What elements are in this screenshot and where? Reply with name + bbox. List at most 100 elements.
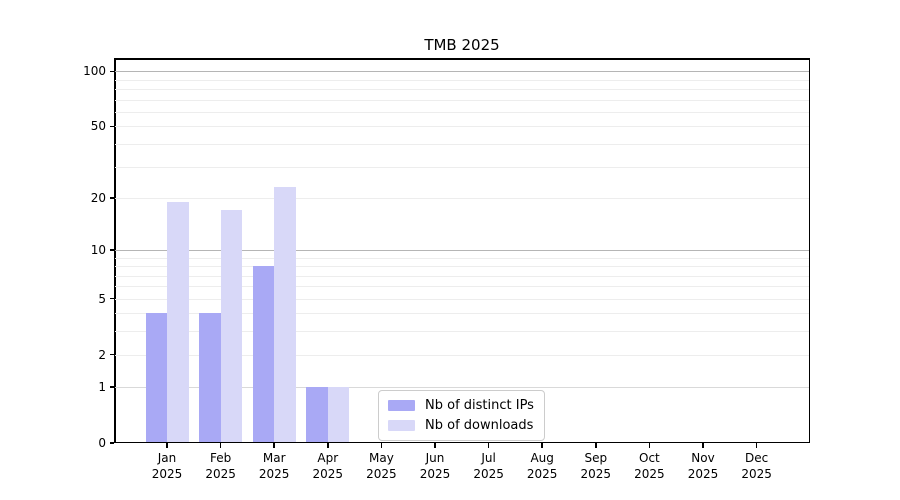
x-tick-month: Aug [530,451,554,465]
x-tick-mark [755,443,758,448]
x-tick-label: Aug 2025 [513,450,571,482]
x-tick-month: Sep [584,451,608,465]
bar-distinct-ips [145,313,167,442]
bar-downloads [274,187,296,442]
plot-border-top [114,58,810,60]
y-tick-label: 100 [83,64,106,79]
gridline-minor [115,266,809,268]
legend-swatch-downloads [388,420,415,431]
x-tick-year: 2025 [526,467,558,481]
y-tick-label: 5 [98,291,106,306]
bar-downloads [327,387,350,442]
gridline-minor [115,99,809,101]
x-tick-year: 2025 [741,467,772,481]
y-tick-label: 0 [98,436,106,450]
gridline-minor [115,354,809,356]
gridline-minor [115,166,809,168]
y-tick-mark [110,386,114,388]
y-tick-mark [110,442,114,444]
x-tick-year: 2025 [634,467,665,481]
legend-label: Nb of downloads [425,418,534,433]
x-tick-mark [434,443,436,448]
y-tick-mark [110,197,114,199]
x-tick-label: Dec 2025 [728,450,786,482]
chart-title: TMB 2025 [424,36,500,54]
x-tick-month: Jan [157,451,177,465]
x-tick-month: Dec [744,451,769,465]
x-tick-mark [219,443,222,448]
legend-label: Nb of distinct IPs [425,398,534,413]
bar-distinct-ips [306,387,328,442]
x-tick-label: Jul 2025 [460,450,518,482]
legend: Nb of distinct IPs Nb of downloads [378,390,545,441]
bar-downloads [220,210,243,442]
x-tick-year: 2025 [151,467,183,481]
gridline-minor [115,313,809,315]
x-tick-month: Mar [262,451,286,465]
y-tick-mark [110,125,114,128]
x-tick-mark [541,443,543,448]
y-axis-line [114,58,116,443]
x-tick-month: Oct [639,451,660,465]
x-tick-year: 2025 [687,467,719,481]
gridline-minor [115,387,809,389]
x-tick-mark [595,443,597,448]
gridline-minor [115,257,809,259]
bar-distinct-ips [252,266,275,442]
x-tick-label: Oct 2025 [620,450,678,482]
x-tick-year: 2025 [580,467,612,481]
x-tick-mark [273,443,275,448]
x-tick-month: Jun [425,451,445,465]
y-tick-label: 1 [98,380,106,395]
x-tick-year: 2025 [473,467,504,481]
x-tick-label: Jan 2025 [138,450,196,482]
y-tick-label: 10 [90,242,106,257]
bar-downloads [167,201,189,442]
plot-border-right [808,58,810,443]
gridline-major [115,249,809,251]
gridline-major [115,71,809,73]
y-tick-mark [110,353,114,356]
legend-swatch-distinct-ips [388,400,415,411]
gridline-minor [115,111,809,113]
x-tick-label: Feb 2025 [192,450,250,482]
x-tick-year: 2025 [205,467,236,481]
x-tick-label: Apr 2025 [299,450,357,482]
x-tick-mark [648,443,651,448]
gridline-minor [115,197,809,199]
x-tick-mark [702,443,704,448]
gridline-minor [115,79,809,81]
x-tick-month: Apr [317,451,339,465]
y-tick-mark [110,297,114,300]
x-tick-year: 2025 [419,467,451,481]
plot-area [114,58,810,443]
legend-item: Nb of downloads [388,418,534,433]
gridline-minor [115,286,809,288]
legend-item: Nb of distinct IPs [388,398,534,413]
y-tick-mark [110,70,114,73]
bar-distinct-ips [199,313,221,442]
x-tick-month: Jul [481,451,496,465]
x-tick-year: 2025 [312,467,344,481]
x-tick-mark [327,443,329,448]
x-tick-year: 2025 [366,467,397,481]
y-tick-label: 20 [90,190,106,205]
x-tick-label: Mar 2025 [245,450,303,482]
gridline-minor [115,331,809,333]
gridline-minor [115,275,809,277]
gridline-minor [115,143,809,145]
x-tick-year: 2025 [258,467,290,481]
x-tick-label: Sep 2025 [567,450,625,482]
x-tick-label: Jun 2025 [406,450,464,482]
x-tick-mark [166,443,168,448]
plot-border-bottom [114,441,810,443]
x-tick-month: Nov [691,451,715,465]
y-tick-label: 2 [98,347,106,362]
x-tick-label: Nov 2025 [674,450,732,482]
x-tick-mark [380,443,383,448]
y-tick-mark [110,249,114,251]
x-tick-month: Feb [209,451,232,465]
x-tick-label: May 2025 [352,450,410,482]
x-tick-mark [487,443,490,448]
